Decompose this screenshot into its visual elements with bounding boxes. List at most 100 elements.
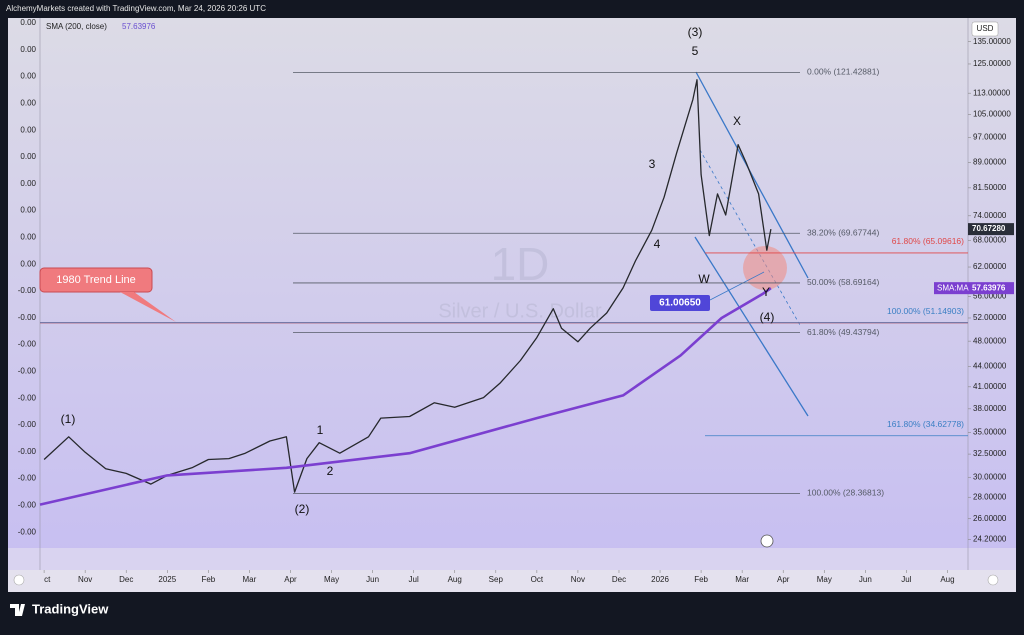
y-tick-label: 97.00000 [973,133,1007,142]
left-scale-label: 0.00 [20,259,36,268]
wave-label: 4 [654,237,661,251]
y-tick-label: 38.00000 [973,404,1007,413]
y-tick-label: 26.00000 [973,514,1007,523]
fib-label: 100.00% (51.14903) [887,306,964,316]
left-scale-label: -0.00 [18,501,37,510]
left-scale-label: -0.00 [18,286,37,295]
left-scale-label: 0.00 [20,233,36,242]
auto-button[interactable] [987,574,999,586]
x-tick-label: 2026 [651,575,669,584]
sma-tag [934,282,1014,295]
left-scale-label: -0.00 [18,420,37,429]
left-scale-label: -0.00 [18,340,37,349]
x-tick-label: Mar [243,575,257,584]
x-tick-label: May [817,575,832,584]
y-tick-label: 113.00000 [973,88,1011,97]
wave-label: W [698,272,710,286]
y-tick-label: 125.00000 [973,59,1011,68]
pane-gap [8,548,1016,570]
y-tick-label: 32.50000 [973,449,1007,458]
footer [0,592,1024,630]
left-scale-label: 0.00 [20,18,36,27]
x-tick-label: 2025 [158,575,176,584]
scroll-button[interactable] [13,574,25,586]
x-tick-label: Feb [201,575,215,584]
time-axis [8,570,1016,592]
y-tick-label: 89.00000 [973,157,1007,166]
trend-callout [39,267,153,293]
x-tick-label: Aug [448,575,462,584]
x-tick-label: Jul [901,575,911,584]
currency-box[interactable] [971,21,999,37]
fib-label: 38.20% (69.67744) [807,227,879,237]
left-scale-label: 0.00 [20,152,36,161]
fib-label: 0.00% (121.42881) [807,67,879,77]
left-scale-label: -0.00 [18,393,37,402]
y-tick-label: 135.00000 [973,37,1011,46]
channel-line [694,236,809,417]
x-tick-label: Aug [940,575,954,584]
y-tick-label: 24.20000 [973,535,1007,544]
y-tick-label: 62.00000 [973,262,1007,271]
trend-label: 1980 Trend Line [56,274,136,286]
header-text: AlchemyMarkets created with TradingView.… [6,4,266,13]
x-tick-label: Jul [409,575,419,584]
watermark-symbol: Silver / U.S. Dollar [438,300,602,322]
plot: 135.00000 125.00000 113.00000 105.00000 97.0… [18,18,1014,584]
y-tick-label: 105.00000 [973,110,1011,119]
price-tag-box [650,295,710,311]
y-tick-label: 35.00000 [973,428,1007,437]
brand-logo [10,604,25,616]
indicator-name: SMA (200, close) [46,22,107,31]
y-tick-label: 28.00000 [973,492,1007,501]
x-tick-label: Apr [777,575,790,584]
x-tick-label: Dec [612,575,626,584]
chart-area [8,18,1016,592]
fib-label: 100.00% (28.36813) [807,488,884,498]
left-scale-label: -0.00 [18,313,37,322]
event-icon[interactable] [760,534,774,548]
left-scale-label: 0.00 [20,206,36,215]
price-tag: 61.00650 [659,298,701,309]
currency: USD [977,24,994,33]
brand: TradingView [32,601,109,616]
x-tick-label: ct [44,575,51,584]
fib-label: 61.80% (49.43794) [807,327,879,337]
wave-label: (3) [688,25,703,39]
left-scale-label: 0.00 [20,125,36,134]
sma-line [39,287,772,506]
wave-label: (2) [295,502,310,516]
highlight-circle [743,246,787,290]
y-tick-label: 44.00000 [973,361,1007,370]
left-scale-label: -0.00 [18,447,37,456]
fib-label: 161.80% (34.62778) [887,419,964,429]
left-scale-label: 0.00 [20,45,36,54]
left-scale-label: -0.00 [18,527,37,536]
left-scale-label: 0.00 [20,179,36,188]
x-tick-label: Nov [78,575,92,584]
left-scale-label: 0.00 [20,99,36,108]
wave-label: X [733,114,741,128]
sma-tag-name: SMA:MA [937,283,969,292]
x-tick-label: Sep [489,575,504,584]
x-tick-label: Apr [284,575,297,584]
y-tick-label: 41.00000 [973,382,1007,391]
wave-label: (1) [61,412,76,426]
y-tick-label: 56.00000 [973,292,1007,301]
indicator-value: 57.63976 [122,22,156,31]
wave-label: Y [762,285,770,299]
left-scale-label: -0.00 [18,367,37,376]
watermark-interval: 1D [491,238,550,290]
callout-pointer [120,292,176,322]
y-tick-label: 74.00000 [973,211,1007,220]
price-line [43,79,772,493]
channel-line [695,71,809,279]
y-tick-label: 68.00000 [973,235,1007,244]
last-price-label: 70.67280 [972,224,1006,233]
left-scale-label: -0.00 [18,474,37,483]
x-tick-label: Mar [735,575,749,584]
x-tick-label: Jun [859,575,872,584]
x-tick-label: Jun [366,575,379,584]
